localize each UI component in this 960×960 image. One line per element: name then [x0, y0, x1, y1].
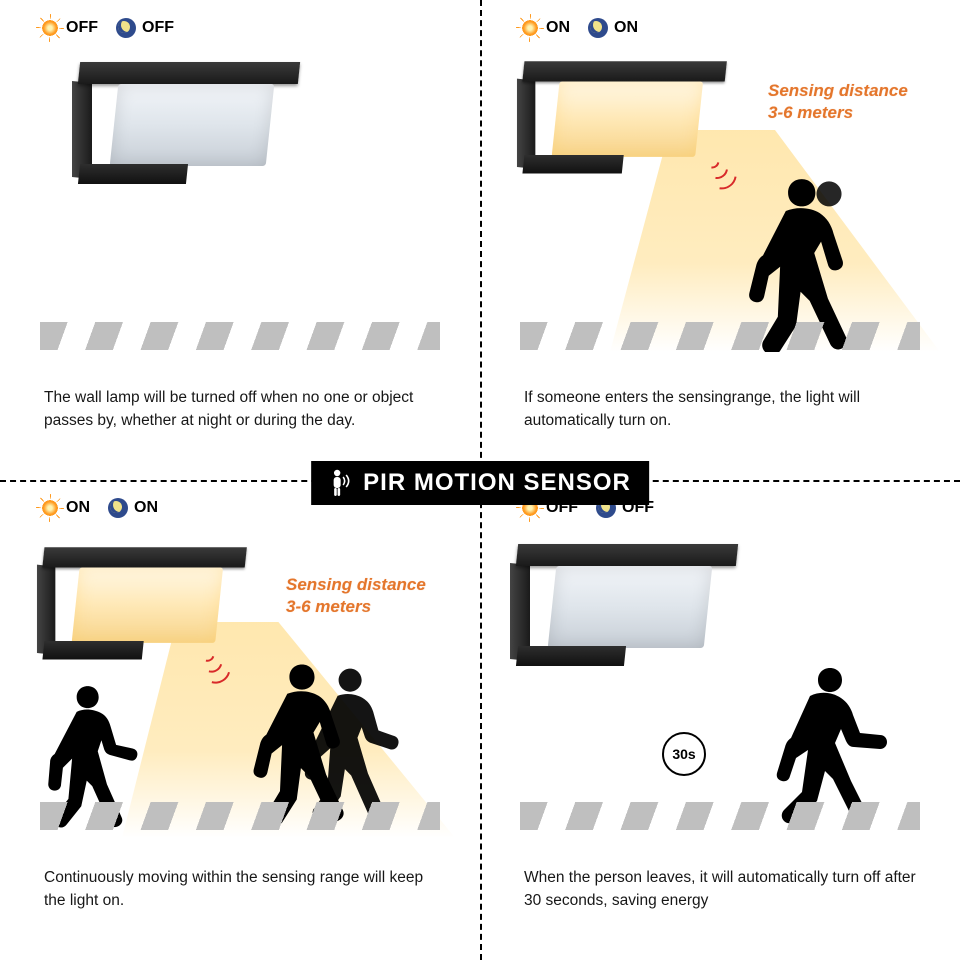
sensing-line2: 3-6 meters — [768, 103, 853, 122]
panel-description: When the person leaves, it will automati… — [524, 867, 916, 912]
panel-description: Continuously moving within the sensing r… — [44, 867, 436, 912]
timer-text: 30s — [672, 746, 695, 762]
moon-status: OFF — [116, 18, 174, 38]
ground-stripes — [520, 802, 920, 830]
ground-stripes — [40, 802, 440, 830]
wall-lamp — [522, 534, 722, 664]
sun-status: OFF — [40, 18, 98, 38]
moon-icon — [108, 498, 128, 518]
moon-icon — [116, 18, 136, 38]
wall-lamp — [84, 52, 284, 182]
moon-status-text: ON — [614, 19, 638, 37]
moon-icon — [588, 18, 608, 38]
sensing-distance-label: Sensing distance 3-6 meters — [768, 80, 908, 124]
ground-stripes — [520, 322, 920, 350]
infographic-grid: OFF OFF The wall lamp will be turned off… — [0, 0, 960, 960]
banner-title: PIR MOTION SENSOR — [363, 469, 631, 497]
timer-badge: 30s — [662, 732, 706, 776]
sun-status: ON — [520, 18, 570, 38]
sensing-line1: Sensing distance — [768, 81, 908, 100]
sun-icon — [520, 18, 540, 38]
panel-description: The wall lamp will be turned off when no… — [44, 387, 436, 432]
panel-on-enter: ON ON Sensing distance 3-6 meters If som… — [480, 0, 960, 480]
sun-status-text: ON — [546, 19, 570, 37]
panel-off-leave: OFF OFF 30s When the person leaves, it w… — [480, 480, 960, 960]
sun-status-text: ON — [66, 499, 90, 517]
sun-icon — [40, 18, 60, 38]
wall-lamp — [48, 538, 232, 658]
wall-lamp — [528, 52, 712, 172]
moon-status-text: ON — [134, 499, 158, 517]
moon-status-text: OFF — [142, 19, 174, 37]
sun-status-text: OFF — [66, 19, 98, 37]
moon-status: ON — [108, 498, 158, 518]
panel-off-idle: OFF OFF The wall lamp will be turned off… — [0, 0, 480, 480]
panel-on-continuous: ON ON Sensing distance 3-6 meters — [0, 480, 480, 960]
sensing-line2: 3-6 meters — [286, 597, 371, 616]
sensing-distance-label: Sensing distance 3-6 meters — [286, 574, 426, 618]
ground-stripes — [40, 322, 440, 350]
center-banner: PIR MOTION SENSOR — [311, 461, 649, 505]
sensing-line1: Sensing distance — [286, 575, 426, 594]
moon-status: ON — [588, 18, 638, 38]
status-row: ON ON — [40, 498, 158, 518]
status-row: OFF OFF — [40, 18, 174, 38]
sun-status: ON — [40, 498, 90, 518]
status-row: ON ON — [520, 18, 638, 38]
panel-description: If someone enters the sensingrange, the … — [524, 387, 916, 432]
person-motion-icon — [329, 469, 351, 497]
sun-icon — [40, 498, 60, 518]
